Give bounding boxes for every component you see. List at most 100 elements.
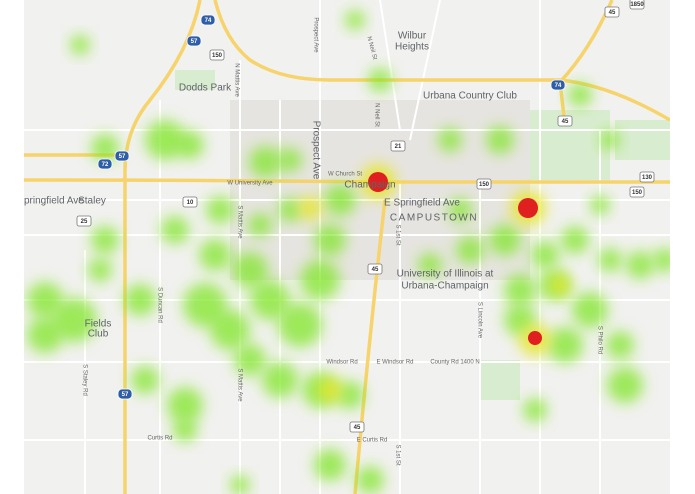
heat-blob <box>561 226 589 254</box>
heat-blob <box>626 251 654 279</box>
heat-blob <box>606 331 634 359</box>
heat-blob <box>318 378 342 402</box>
route-shield <box>639 171 655 183</box>
heat-blob <box>572 292 608 328</box>
route-number: 72 <box>102 162 109 168</box>
road-label: County Rd 1400 N <box>430 360 479 366</box>
heat-blob <box>345 10 365 30</box>
heat-blob <box>161 216 189 244</box>
heat-blob <box>448 198 472 222</box>
road-label: E Windsor Rd <box>376 360 413 366</box>
place-label: Fields <box>85 319 112 330</box>
heat-blob <box>456 236 484 264</box>
place-label: Staley <box>78 196 106 207</box>
heat-core <box>528 331 542 345</box>
place-label: Wilbur <box>398 31 427 42</box>
map-base <box>24 0 670 494</box>
place-label: Urbana Country Club <box>423 91 517 102</box>
heat-blob <box>248 213 272 237</box>
heat-blob <box>145 120 185 160</box>
heat-core <box>518 198 538 218</box>
route-number: 74 <box>555 83 562 89</box>
route-shield <box>114 150 130 162</box>
heat-blob <box>131 366 159 394</box>
heat-blob <box>250 280 290 320</box>
place-label: University of Illinois at <box>397 269 494 280</box>
heat-blob <box>91 134 119 162</box>
road-label: Windsor Rd <box>326 360 357 366</box>
road-label: S Philo Rd <box>596 326 602 354</box>
heat-blob <box>262 362 298 398</box>
heat-blob <box>278 303 322 347</box>
route-shield <box>550 79 566 91</box>
route-number: 150 <box>479 182 490 188</box>
route-number: 10 <box>187 200 194 206</box>
route-number: 74 <box>205 18 212 24</box>
heat-blob <box>199 239 231 271</box>
place-label: Dodds Park <box>179 83 232 94</box>
heat-blob <box>607 367 643 403</box>
heat-blob <box>230 475 250 494</box>
heat-blob <box>418 253 442 277</box>
road-label: E Springfield Ave <box>384 198 460 209</box>
heat-blob <box>653 248 670 272</box>
road-label: Prospect Ave <box>312 17 318 53</box>
heat-blob <box>167 387 203 423</box>
route-number: 45 <box>609 10 616 16</box>
route-number: 25 <box>81 219 88 225</box>
heat-blob <box>210 310 250 350</box>
route-number: 45 <box>354 425 361 431</box>
road-label: S Duncan Rd <box>156 287 162 323</box>
heat-blob <box>356 466 384 494</box>
route-number: 57 <box>122 392 129 398</box>
heat-blob <box>314 449 346 481</box>
heat-blob <box>124 284 156 316</box>
heat-blob <box>324 184 356 216</box>
road-label: S Mattis Ave <box>236 205 242 239</box>
road-label: Curtis Rd <box>147 436 172 442</box>
district-label: CAMPUSTOWN <box>390 213 478 224</box>
labels: Dodds Park Wilbur Heights Urbana Country… <box>24 17 602 465</box>
road-label: S 1st St <box>394 224 400 245</box>
road-label: E Curtis Rd <box>357 438 388 444</box>
place-label: Club <box>88 329 109 340</box>
route-number: 45 <box>372 267 379 273</box>
heat-core <box>368 172 388 192</box>
heat-blob <box>300 260 340 300</box>
heat-blob <box>53 298 97 342</box>
heat-blob <box>176 131 204 159</box>
road-label: S 1st St <box>394 444 400 465</box>
route-number: 130 <box>642 175 653 181</box>
place-label: Heights <box>395 42 429 53</box>
road-label: S Lincoln Ave <box>476 302 482 339</box>
road-label: Prospect Ave <box>310 121 321 180</box>
route-shield <box>200 14 216 26</box>
route-number: 45 <box>562 119 569 125</box>
heat-blob <box>590 195 610 215</box>
heat-blob <box>531 241 559 269</box>
heat-blob <box>298 196 322 220</box>
place-label: Urbana-Champaign <box>401 281 488 292</box>
road-label: S Staley Rd <box>81 364 87 396</box>
road-label: N Neil St <box>373 103 379 127</box>
route-shield <box>604 6 620 18</box>
route-number: 1850 <box>630 2 644 8</box>
heat-blob <box>547 327 583 363</box>
heat-blob <box>523 398 547 422</box>
route-shield <box>97 158 113 170</box>
heat-blob <box>27 282 63 318</box>
heat-blob <box>598 248 622 272</box>
heat-blob <box>278 198 302 222</box>
route-shields: 74 57 150 1850 45 74 45 57 72 21 150 130 150 10 25 45 57… <box>76 0 655 433</box>
road-label: W University Ave <box>227 181 273 187</box>
road-label: pringfield Ave <box>24 196 84 207</box>
heat-blob <box>27 317 63 353</box>
route-shield <box>349 421 365 433</box>
heat-blob <box>336 381 364 409</box>
route-shield <box>117 388 133 400</box>
route-shield <box>367 263 383 275</box>
route-number: 150 <box>632 190 643 196</box>
route-shield <box>476 178 492 190</box>
route-shield <box>182 196 198 208</box>
